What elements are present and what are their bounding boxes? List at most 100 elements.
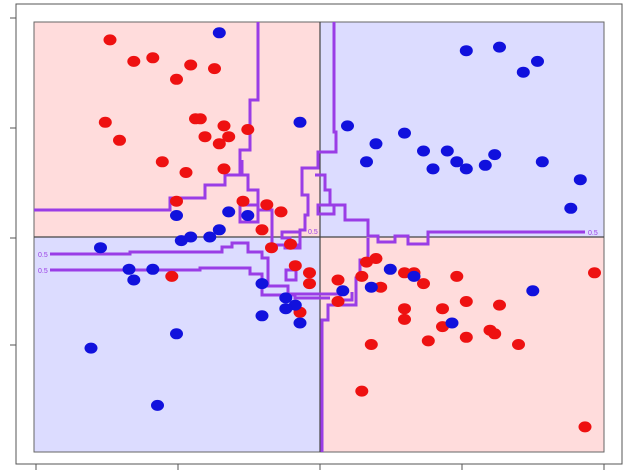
point-red [417, 278, 430, 290]
point-red [179, 167, 193, 178]
point-red [127, 55, 141, 67]
point-red [241, 124, 255, 135]
point-red [459, 296, 473, 307]
point-red [170, 73, 183, 85]
point-blue [84, 342, 98, 354]
point-blue [516, 66, 530, 78]
point-red [588, 267, 601, 279]
point-blue [450, 156, 464, 168]
point-red [222, 131, 236, 143]
point-blue [417, 145, 430, 157]
point-blue [255, 310, 269, 322]
point-red [170, 195, 183, 207]
point-red [274, 206, 288, 218]
point-blue [336, 285, 350, 297]
point-red [355, 270, 369, 282]
contour-label-right: 0.5 [588, 230, 598, 237]
point-red [331, 296, 345, 307]
point-blue [459, 163, 473, 175]
point-blue [478, 159, 492, 171]
point-blue [212, 224, 226, 236]
point-blue [493, 41, 506, 53]
point-red [398, 313, 411, 325]
point-blue [369, 138, 383, 150]
point-blue [531, 55, 544, 67]
point-blue [184, 231, 198, 243]
point-red [578, 421, 592, 433]
point-red [374, 281, 388, 293]
point-blue [526, 285, 540, 297]
point-red [198, 131, 212, 143]
point-red [364, 339, 378, 350]
point-red [303, 267, 316, 279]
point-red [165, 270, 179, 282]
boundary-inner-loop-4 [316, 203, 336, 216]
point-blue [407, 270, 421, 282]
point-blue [398, 127, 411, 139]
point-blue [573, 174, 587, 186]
point-blue [203, 231, 217, 243]
point-blue [293, 317, 307, 329]
point-red [288, 260, 302, 272]
point-red [369, 253, 383, 264]
point-blue [279, 292, 293, 304]
point-blue [146, 263, 160, 275]
point-blue [293, 116, 307, 128]
boundary-inner-loop-3 [238, 203, 260, 224]
point-red [398, 303, 411, 315]
point-red [146, 52, 160, 64]
point-red [421, 335, 435, 347]
point-blue [222, 206, 236, 218]
point-blue [426, 163, 440, 175]
bottom-axis-ticks [35, 464, 605, 470]
boundary-lower-left-arm [50, 266, 330, 300]
point-red [208, 63, 221, 75]
contour-label-left-upper: 0.5 [38, 252, 48, 259]
point-red [260, 199, 274, 211]
point-red [284, 238, 297, 250]
point-blue [535, 156, 549, 168]
point-blue [94, 242, 107, 254]
point-red [459, 331, 473, 343]
point-red [303, 278, 316, 290]
point-red [355, 385, 369, 397]
region-bottom-left [34, 237, 320, 452]
point-red [512, 339, 525, 350]
point-blue [122, 263, 136, 275]
point-blue [212, 27, 226, 39]
point-blue [241, 210, 255, 221]
region-top-right [320, 22, 604, 237]
point-blue [127, 274, 141, 286]
region-bottom-right [320, 237, 604, 452]
point-blue [170, 210, 183, 221]
point-red [212, 138, 226, 150]
point-blue [364, 281, 378, 293]
contour-label-center: 0.5 [308, 229, 318, 236]
point-red [155, 156, 169, 168]
point-red [436, 303, 449, 315]
point-blue [459, 45, 473, 57]
data-points [84, 27, 601, 433]
left-axis-ticks [10, 17, 16, 346]
point-red [217, 163, 231, 175]
point-blue [151, 399, 164, 411]
point-red [98, 116, 112, 128]
point-red [331, 274, 345, 286]
point-blue [170, 328, 183, 340]
point-red [236, 195, 250, 207]
point-blue [383, 263, 397, 275]
point-red [265, 242, 278, 254]
contour-label-left-lower: 0.5 [38, 268, 48, 275]
point-blue [279, 303, 293, 315]
point-blue [440, 145, 454, 157]
point-red [450, 270, 464, 282]
point-blue [255, 278, 269, 290]
boundary-left-arm [34, 160, 244, 212]
point-red [184, 59, 198, 71]
point-red [493, 299, 506, 311]
point-red [103, 34, 117, 46]
point-blue [564, 202, 578, 214]
point-blue [360, 156, 373, 168]
point-blue [488, 149, 502, 161]
